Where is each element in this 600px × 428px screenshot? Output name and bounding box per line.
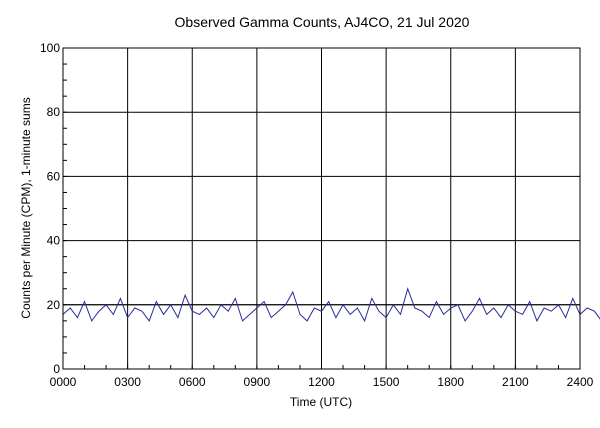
x-tick-label: 0300 bbox=[114, 375, 141, 389]
series-group bbox=[62, 287, 600, 323]
x-tick-label: 1200 bbox=[308, 375, 335, 389]
y-tick-label: 60 bbox=[47, 169, 61, 183]
x-tick-label: 2100 bbox=[502, 375, 529, 389]
y-tick-labels: 0 20 40 60 80 100 bbox=[40, 41, 60, 376]
y-tick-label: 100 bbox=[40, 41, 60, 55]
grid bbox=[62, 47, 581, 370]
x-tick-label: 1500 bbox=[373, 375, 400, 389]
y-tick-label: 0 bbox=[53, 362, 60, 376]
y-tick-label: 80 bbox=[47, 105, 61, 119]
x-tick-labels: 0000 0300 0600 0900 1200 1500 1800 2100 2400 bbox=[50, 375, 594, 389]
y-tick-label: 20 bbox=[47, 298, 61, 312]
plot-frame bbox=[62, 47, 581, 370]
x-tick-label: 0000 bbox=[50, 375, 77, 389]
x-tick-label: 2400 bbox=[567, 375, 594, 389]
chart-title: Observed Gamma Counts, AJ4CO, 21 Jul 202… bbox=[175, 14, 470, 30]
x-tick-label: 0900 bbox=[244, 375, 271, 389]
y-axis-label: Counts per Minute (CPM), 1-minute sums bbox=[19, 97, 33, 318]
x-axis-label: Time (UTC) bbox=[290, 395, 352, 409]
y-tick-label: 40 bbox=[47, 234, 61, 248]
x-tick-label: 1800 bbox=[437, 375, 464, 389]
x-tick-label: 0600 bbox=[179, 375, 206, 389]
series-line bbox=[62, 287, 600, 323]
